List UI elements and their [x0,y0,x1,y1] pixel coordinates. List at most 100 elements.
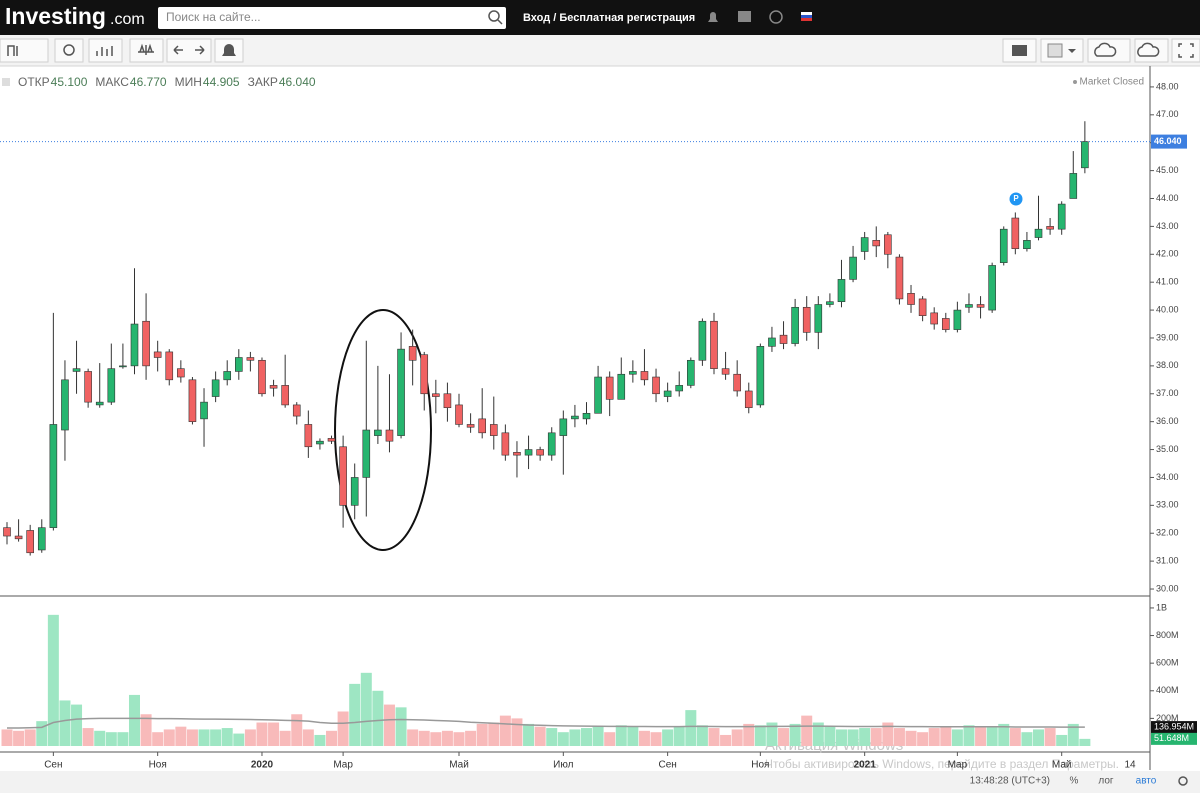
candle-body [61,379,69,431]
footer-settings-icon[interactable] [1178,776,1188,786]
last-price-label: 46.040 [1154,136,1182,146]
y-tick-label: 48.00 [1156,81,1179,91]
market-status: Market Closed [1080,77,1144,88]
x-tick-label: Сен [44,760,62,771]
volume-bar [754,725,766,746]
candle-body [142,320,150,367]
volume-bar [465,730,477,746]
candle-body [895,256,904,300]
candle-body [965,304,973,308]
candle-body [3,527,11,537]
chart-type-button[interactable] [0,38,49,63]
undo-redo-button[interactable] [166,38,212,63]
volume-bar [673,726,685,746]
volume-tick-label: 200M [1156,713,1179,723]
candle-body [292,404,301,417]
y-tick-label: 40.00 [1156,304,1179,314]
candle-body [802,306,811,333]
volume-bar [824,726,836,746]
search-box[interactable] [158,7,506,29]
candle-body [571,415,579,420]
volume-bar [859,728,871,746]
candle-icon [7,45,18,56]
volume-bar [476,723,488,746]
candle-body [779,334,788,344]
x-tick-label: Июл [553,760,573,771]
volume-bar [708,728,720,746]
volume-bar [940,726,952,746]
fullscreen-button[interactable] [1171,38,1200,63]
search-placeholder[interactable]: Поиск на сайте... [166,10,261,24]
volume-bar [766,722,778,746]
candle-body [211,379,220,397]
volume-label: 51.648M [1154,733,1189,743]
volume-bar [140,714,152,746]
settings-button[interactable] [54,38,84,63]
percent-toggle[interactable]: % [1070,776,1079,787]
search-icon[interactable] [488,10,500,22]
volume-bar [82,728,94,746]
logo[interactable]: Investing [5,3,106,29]
volume-bar [917,732,929,746]
volume-bar [592,726,604,746]
volume-bar [835,729,847,746]
flag-white[interactable] [801,12,812,15]
volume-bar [372,690,384,746]
candle-body [37,527,46,551]
marker-label: P [1013,194,1019,203]
x-tick-label: Мар [948,760,968,771]
candle-body [466,424,475,428]
indicators-button[interactable] [88,38,123,63]
auto-toggle[interactable]: авто [1136,776,1157,787]
cloud-save-button[interactable] [1134,38,1169,63]
volume-bar [720,734,732,746]
volume-bar [198,729,210,746]
log-toggle[interactable]: лог [1098,776,1114,787]
candle-body [988,265,996,311]
x-tick-label: Мар [333,760,353,771]
x-tick-label: 14 [1124,760,1136,771]
y-tick-label: 43.00 [1156,221,1179,231]
briefcase-icon[interactable] [738,11,751,22]
volume-bar [441,730,453,746]
volume-bar [998,723,1010,746]
candle-body [1069,173,1078,199]
candle-body [269,385,278,389]
candle-body [223,371,232,381]
volume-bar [453,732,465,746]
volume-bar [650,732,662,746]
volume-bar [186,729,198,746]
candle-body [687,359,695,386]
volume-bar [893,728,905,746]
candle-body [119,365,127,368]
cloud-load-button[interactable] [1087,38,1131,63]
candle-body [744,390,753,409]
candle-body [246,357,255,361]
candle-body [316,440,324,445]
volume-bar [210,729,222,746]
logo-suffix[interactable]: .com [110,11,145,28]
arrows-icon [173,45,205,55]
candle-body [976,304,985,308]
clock-icon[interactable] [769,10,783,24]
y-tick-label: 33.00 [1156,500,1179,510]
volume-bar [175,726,187,746]
candle-body [455,404,463,425]
candle-body [235,357,243,372]
x-tick-label: 2021 [854,760,877,771]
info-icon [2,78,10,86]
x-tick-label: Ноя [149,760,167,771]
candle-body [652,376,660,395]
candle-body [1046,226,1054,230]
volume-bar [743,723,755,746]
y-tick-label: 36.00 [1156,416,1179,426]
info-value: 45.100 [51,75,88,89]
bell-icon[interactable] [708,12,718,22]
volume-bar [152,732,164,746]
volume-bar [1067,723,1079,746]
candle-body [884,234,892,255]
volume-bar [615,725,627,746]
login-link[interactable]: Вход / Бесплатная регистрация [523,12,695,24]
volume-bar [1033,729,1045,746]
candle-body [710,320,718,369]
